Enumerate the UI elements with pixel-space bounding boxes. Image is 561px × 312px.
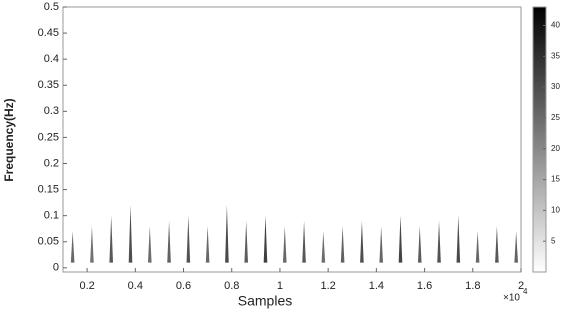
colorbar-tick-label: 10 xyxy=(551,205,560,214)
streak xyxy=(360,220,364,263)
streak xyxy=(475,231,480,263)
streak xyxy=(379,226,383,263)
x-tick-label: 1.2 xyxy=(321,280,336,292)
streak xyxy=(90,226,94,263)
colorbar-tick-label: 35 xyxy=(551,51,560,60)
streak xyxy=(282,226,287,263)
y-tick-label: 0 xyxy=(53,262,59,274)
y-tick-label: 0.25 xyxy=(38,131,59,143)
x-multiplier: ×10 xyxy=(503,293,520,304)
y-tick-label: 0.15 xyxy=(38,183,59,195)
streak xyxy=(109,215,114,263)
plot-area xyxy=(62,6,522,273)
colorbar-tick-label: 20 xyxy=(551,144,560,153)
streak xyxy=(302,220,306,263)
streak xyxy=(225,205,229,263)
streak xyxy=(263,215,268,263)
colorbar xyxy=(532,6,547,273)
streak xyxy=(205,226,210,263)
y-axis-label: Frequency(Hz) xyxy=(2,98,16,181)
colorbar-tick-label: 25 xyxy=(551,113,560,122)
colorbar-tick-label: 15 xyxy=(551,175,560,184)
x-tick-label: 1 xyxy=(277,280,283,292)
streak xyxy=(147,226,152,263)
colorbar-tick-label: 40 xyxy=(551,21,560,30)
y-tick-label: 0.3 xyxy=(44,105,59,117)
y-tick-label: 0.2 xyxy=(44,157,59,169)
x-axis-label: Samples xyxy=(238,293,292,309)
y-tick-label: 0.45 xyxy=(38,27,59,39)
streak xyxy=(398,215,403,263)
streak xyxy=(340,226,345,263)
colorbar-tick-label: 30 xyxy=(551,82,560,91)
x-tick-label: 0.2 xyxy=(79,280,94,292)
streak xyxy=(495,226,499,263)
x-exponent: 4 xyxy=(523,287,528,296)
y-tick-label: 0.4 xyxy=(44,53,59,65)
y-tick-label: 0.35 xyxy=(38,79,59,91)
x-tick-label: 1.8 xyxy=(465,280,480,292)
x-tick-label: 2 xyxy=(518,280,524,292)
streak xyxy=(128,205,133,263)
x-tick-label: 1.4 xyxy=(369,280,384,292)
x-tick-label: 0.4 xyxy=(128,280,143,292)
y-tick-label: 0.5 xyxy=(44,1,59,13)
streak xyxy=(437,220,441,263)
y-tick-label: 0.05 xyxy=(38,236,59,248)
streak xyxy=(321,231,326,263)
colorbar-tick-label: 5 xyxy=(551,236,556,245)
x-tick-label: 0.6 xyxy=(176,280,191,292)
x-tick-label: 1.6 xyxy=(417,280,432,292)
x-tick-label: 0.8 xyxy=(224,280,239,292)
streak xyxy=(456,215,461,263)
streak xyxy=(70,231,75,263)
streak xyxy=(167,220,171,263)
streak xyxy=(514,231,518,263)
y-tick-label: 0.1 xyxy=(44,210,59,222)
streak xyxy=(417,226,422,263)
streak xyxy=(244,220,248,263)
streak xyxy=(186,215,191,263)
